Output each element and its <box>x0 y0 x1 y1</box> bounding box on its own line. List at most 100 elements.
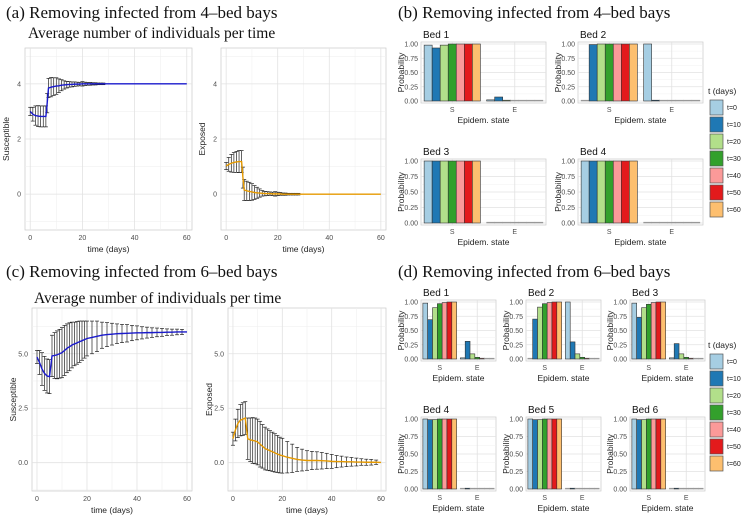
legend-item: t=50 <box>709 438 741 455</box>
bar-t-0 <box>565 301 571 360</box>
bar-t-10 <box>636 419 642 490</box>
legend-label: t=0 <box>727 105 737 112</box>
y-tick-label: 0.00 <box>404 221 418 228</box>
y-axis-label: Probability <box>396 433 406 473</box>
legend-label: t=40 <box>727 427 741 434</box>
y-tick-label: 0.50 <box>509 328 523 335</box>
y-tick-label: 0.00 <box>509 487 523 494</box>
x-axis-label: Epidem. state <box>642 373 694 383</box>
bar-t-40 <box>441 302 448 360</box>
x-tick-label: E <box>684 365 689 372</box>
bar-t-40 <box>688 357 694 360</box>
y-tick-label: 0.75 <box>509 434 523 441</box>
y-axis-label: Probability <box>501 310 511 350</box>
bed-title: Bed 1 <box>423 288 450 299</box>
bar-t-20 <box>469 353 476 360</box>
y-tick-label: 0.75 <box>613 434 627 441</box>
bar-t-40 <box>650 302 657 360</box>
y-tick-label: 4 <box>213 81 217 88</box>
y-tick-label: 0.25 <box>561 84 575 91</box>
y-tick-label: 0.25 <box>613 342 627 349</box>
bar-t-10 <box>588 44 598 102</box>
bed-title: Bed 2 <box>528 288 555 299</box>
legend-d: t (days) t=0 t=10 t=20 t=30 t=40 t=50 t=60 <box>708 340 741 472</box>
bar-t-50 <box>484 357 490 360</box>
bar-t-0 <box>423 160 433 224</box>
legend-label: t=50 <box>727 190 741 197</box>
bar-t-30 <box>667 99 677 102</box>
bar-t-60 <box>691 221 701 224</box>
bar-t-10 <box>431 160 441 224</box>
x-axis-label: Epidem. state <box>642 503 694 513</box>
bar-t-20 <box>678 487 685 490</box>
y-tick-label: 5.0 <box>18 351 28 358</box>
bar-t-40 <box>518 99 528 102</box>
bar-t-40 <box>479 487 485 490</box>
x-tick-label: 20 <box>79 235 87 242</box>
bar-t-50 <box>621 160 630 224</box>
bar-t-50 <box>526 99 536 102</box>
y-tick-label: 0.75 <box>561 56 575 63</box>
bar-t-0 <box>422 418 428 490</box>
x-tick-label: 20 <box>274 235 282 242</box>
bar-t-60 <box>472 43 481 102</box>
bar-t-30 <box>447 43 457 102</box>
x-tick-label: S <box>450 229 455 236</box>
bar-t-10 <box>494 221 503 224</box>
bar-t-30 <box>510 99 520 102</box>
bar-t-20 <box>502 99 512 102</box>
legend-swatch <box>709 387 724 404</box>
y-tick-label: 1.00 <box>509 300 523 307</box>
bar-t-0 <box>422 302 428 360</box>
bar-t-60 <box>698 357 704 360</box>
y-tick-label: 0.00 <box>613 357 627 364</box>
legend-swatch <box>709 133 724 150</box>
legend-label: t=30 <box>727 156 741 163</box>
bar-t-60 <box>629 43 638 102</box>
y-tick-label: 0.0 <box>18 460 28 467</box>
bar-t-30 <box>474 356 480 360</box>
x-tick-label: E <box>684 495 689 502</box>
bar-t-10 <box>673 487 680 490</box>
bar-t-20 <box>537 306 543 360</box>
y-tick-label: 0.75 <box>404 56 418 63</box>
bar-t-60 <box>472 160 481 224</box>
bed-title: Bed 3 <box>632 288 659 299</box>
y-tick-label: 0.75 <box>404 314 418 321</box>
y-tick-label: 0 <box>17 192 21 199</box>
y-tick-label: 0.00 <box>561 221 575 228</box>
bar-t-40 <box>584 357 590 360</box>
chart-c-susceptible: 0 20 40 60 0.0 2.5 5.0 time (days) Susceptible <box>8 307 193 515</box>
bar-t-20 <box>469 487 476 490</box>
y-tick-label: 1.00 <box>561 159 575 166</box>
bar-t-50 <box>589 357 595 360</box>
bar-t-60 <box>534 221 544 224</box>
bar-t-20 <box>678 353 685 360</box>
bar-t-60 <box>660 418 666 490</box>
y-tick-label: 0.75 <box>509 314 523 321</box>
y-tick-label: 0.25 <box>509 342 523 349</box>
y-tick-label: 0.75 <box>404 174 418 181</box>
bar-t-10 <box>427 419 433 490</box>
y-tick-label: 1.00 <box>404 42 418 49</box>
x-tick-label: E <box>580 495 585 502</box>
y-tick-label: 0.75 <box>561 174 575 181</box>
bar-t-0 <box>580 99 590 102</box>
bar-t-50 <box>526 221 536 224</box>
x-tick-label: S <box>607 107 612 114</box>
bar-t-50 <box>693 487 699 490</box>
x-axis-label: time (days) <box>286 505 328 515</box>
x-tick-label: E <box>669 229 674 236</box>
y-tick-label: 1.00 <box>509 417 523 424</box>
bar-t-60 <box>629 160 638 224</box>
legend-item: t=10 <box>709 370 741 387</box>
x-axis-label: Epidem. state <box>458 115 510 125</box>
bar-t-40 <box>612 43 622 102</box>
bar-t-40 <box>518 221 528 224</box>
bar-t-20 <box>659 221 669 224</box>
y-axis-label: Exposed <box>197 122 207 155</box>
